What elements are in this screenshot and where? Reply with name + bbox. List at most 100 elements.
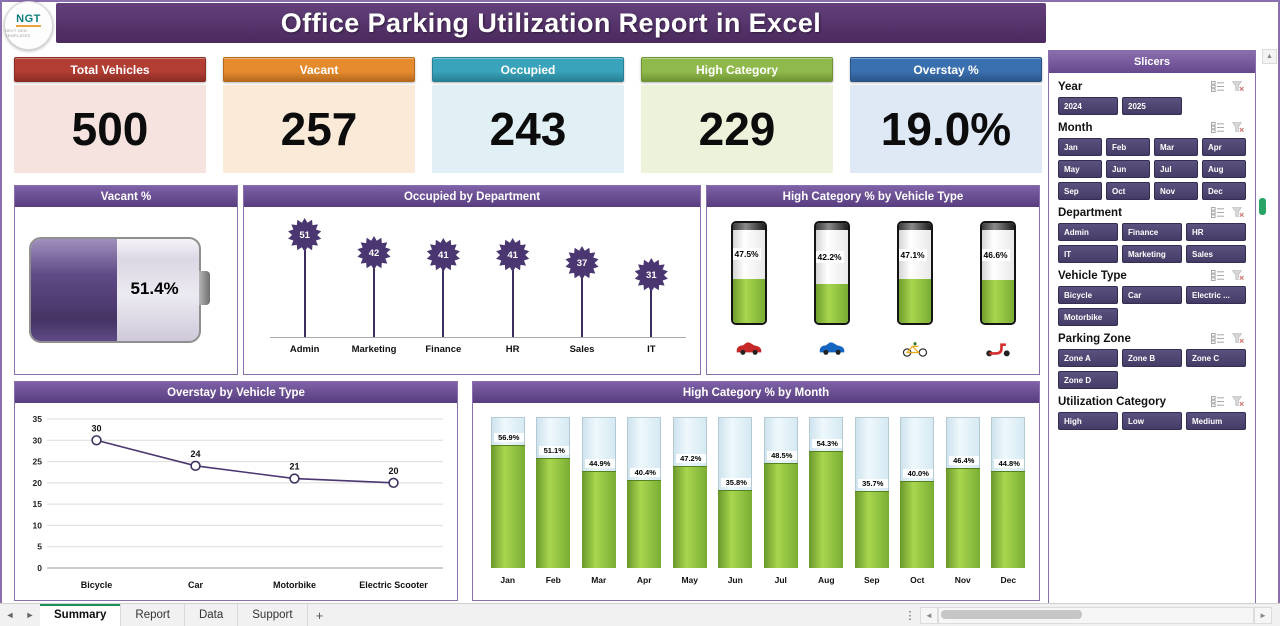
lollipop-star-admin: 51 [288, 218, 322, 252]
vacant-pct-panel: Vacant % 51.4% [14, 185, 238, 375]
slicer-button-zone-a[interactable]: Zone A [1058, 349, 1118, 367]
car-red-icon [732, 341, 766, 360]
high-category-by-month-panel: High Category % by Month 56.9% Jan 51.1% Fe… [472, 381, 1040, 601]
slicer-button-electric[interactable]: Electric ... [1186, 286, 1246, 304]
scrollbar-thumb[interactable] [941, 609, 1083, 619]
month-column-fill [672, 465, 707, 568]
chart-title-high-category-by-month: High Category % by Month [473, 382, 1039, 403]
multiselect-icon[interactable] [1209, 332, 1225, 345]
sheet-tab-support[interactable]: Support [238, 604, 308, 626]
slicer-button-oct[interactable]: Oct [1106, 182, 1150, 200]
slicer-button-it[interactable]: IT [1058, 245, 1118, 263]
kpi-value: 500 [14, 85, 206, 173]
overstay-by-vehicle-panel: Overstay by Vehicle Type 0 5 10 15 20 25 30 35 3… [14, 381, 458, 601]
chart-title-high-category-by-vehicle: High Category % by Vehicle Type [707, 186, 1039, 207]
slicer-button-low[interactable]: Low [1122, 412, 1182, 430]
vehicle-gauge-value-label: 46.6% [981, 248, 1010, 261]
clear-filter-icon[interactable] [1230, 206, 1246, 219]
slicer-button-mar[interactable]: Mar [1154, 138, 1198, 156]
vehicle-gauge-cap [815, 223, 848, 230]
slicer-button-zone-d[interactable]: Zone D [1058, 371, 1118, 389]
slicer-button-may[interactable]: May [1058, 160, 1102, 178]
clear-filter-icon[interactable] [1230, 269, 1246, 282]
lollipop-stem [373, 253, 375, 337]
slicer-button-bicycle[interactable]: Bicycle [1058, 286, 1118, 304]
slicer-button-nov[interactable]: Nov [1154, 182, 1198, 200]
slicer-button-admin[interactable]: Admin [1058, 223, 1118, 241]
kpi-card-high-category: High Category 229 [641, 57, 833, 173]
sheet-nav-next-icon[interactable]: ► [25, 610, 35, 620]
slicer-grid: Bicycle Car Electric ... Motorbike [1058, 286, 1246, 326]
sheet-nav-prev-icon[interactable]: ◄ [5, 610, 15, 620]
slicer-button-high[interactable]: High [1058, 412, 1118, 430]
vehicle-gauge-value-label: 47.1% [898, 248, 927, 261]
clear-filter-icon[interactable] [1230, 395, 1246, 408]
month-axis-label-apr: Apr [636, 575, 652, 585]
month-axis-label-jan: Jan [500, 575, 516, 585]
vehicle-gauge-cap [732, 223, 765, 230]
vertical-scroll-up-icon[interactable]: ▲ [1262, 49, 1277, 64]
slicer-button-jul[interactable]: Jul [1154, 160, 1198, 178]
slicer-button-zone-b[interactable]: Zone B [1122, 349, 1182, 367]
svg-text:Car: Car [188, 580, 204, 590]
scroll-right-icon[interactable]: ► [1254, 606, 1272, 624]
slicer-button-motorbike[interactable]: Motorbike [1058, 308, 1118, 326]
selection-handle[interactable] [1259, 198, 1266, 215]
kpi-label: Total Vehicles [14, 57, 206, 82]
multiselect-icon[interactable] [1209, 121, 1225, 134]
battery-gauge-cap [199, 271, 210, 305]
lollipop-star-hr: 41 [496, 238, 530, 272]
lollipop-stem [581, 263, 583, 337]
slicer-button-car[interactable]: Car [1122, 286, 1182, 304]
kpi-card-overstay: Overstay % 19.0% [850, 57, 1042, 173]
slicer-button-jan[interactable]: Jan [1058, 138, 1102, 156]
slicer-button-aug[interactable]: Aug [1202, 160, 1246, 178]
slicer-button-apr[interactable]: Apr [1202, 138, 1246, 156]
slicer-button-feb[interactable]: Feb [1106, 138, 1150, 156]
kpi-row: Total Vehicles 500 Vacant 257 Occupied 243 Hig… [14, 57, 1042, 173]
slicer-button-jun[interactable]: Jun [1106, 160, 1150, 178]
slicer-group-department: Department Admin Finance HR IT Marketing Sales [1058, 206, 1246, 263]
clear-filter-icon[interactable] [1230, 121, 1246, 134]
slicer-button-2025[interactable]: 2025 [1122, 97, 1182, 115]
clear-filter-icon[interactable] [1230, 332, 1246, 345]
month-column-fill [627, 480, 662, 568]
slicer-button-hr[interactable]: HR [1186, 223, 1246, 241]
kpi-card-occupied: Occupied 243 [432, 57, 624, 173]
slicer-button-medium[interactable]: Medium [1186, 412, 1246, 430]
slicer-button-marketing[interactable]: Marketing [1122, 245, 1182, 263]
sheet-tab-report[interactable]: Report [121, 604, 185, 626]
clear-filter-icon[interactable] [1230, 80, 1246, 93]
slicer-button-2024[interactable]: 2024 [1058, 97, 1118, 115]
slicer-group-header: Vehicle Type [1058, 269, 1246, 282]
slicer-button-finance[interactable]: Finance [1122, 223, 1182, 241]
multiselect-icon[interactable] [1209, 269, 1225, 282]
slicer-button-sales[interactable]: Sales [1186, 245, 1246, 263]
tab-overflow-icon[interactable]: ⋮ [904, 609, 916, 622]
ngt-logo: NGT NEXT GEN TEMPLATES [4, 1, 53, 50]
sheet-tab-summary[interactable]: Summary [40, 604, 122, 626]
svg-text:0: 0 [37, 563, 42, 573]
slicer-button-sep[interactable]: Sep [1058, 182, 1102, 200]
add-sheet-button[interactable]: + [315, 607, 324, 623]
slicer-button-zone-c[interactable]: Zone C [1186, 349, 1246, 367]
chart-title-occupied-by-department: Occupied by Department [244, 186, 700, 207]
multiselect-icon[interactable] [1209, 395, 1225, 408]
scroll-left-icon[interactable]: ◄ [920, 606, 938, 624]
scrollbar-track[interactable] [938, 606, 1254, 624]
month-axis-label-nov: Nov [954, 575, 971, 585]
sheet-tab-data[interactable]: Data [185, 604, 239, 626]
multiselect-icon[interactable] [1209, 80, 1225, 93]
slicer-group-year: Year 2024 2025 [1058, 80, 1246, 115]
kpi-value: 257 [223, 85, 415, 173]
occupied-by-department-chart: 51 Admin 42 Marketing 41 Finance 41 HR 37 Sales 31… [244, 207, 700, 374]
slicer-group-label: Utilization Category [1058, 395, 1166, 408]
slicers-body: Year 2024 2025 Month Jan Feb Mar Apr May Jun Jul Au… [1049, 73, 1255, 605]
slicer-button-dec[interactable]: Dec [1202, 182, 1246, 200]
vacant-gauge-chart: 51.4% [15, 207, 237, 374]
slicers-title: Slicers [1049, 51, 1255, 73]
multiselect-icon[interactable] [1209, 206, 1225, 219]
high-category-by-vehicle-panel: High Category % by Vehicle Type 47.5% 42.… [706, 185, 1040, 375]
month-column-fill [991, 471, 1026, 568]
kpi-label: Vacant [223, 57, 415, 82]
